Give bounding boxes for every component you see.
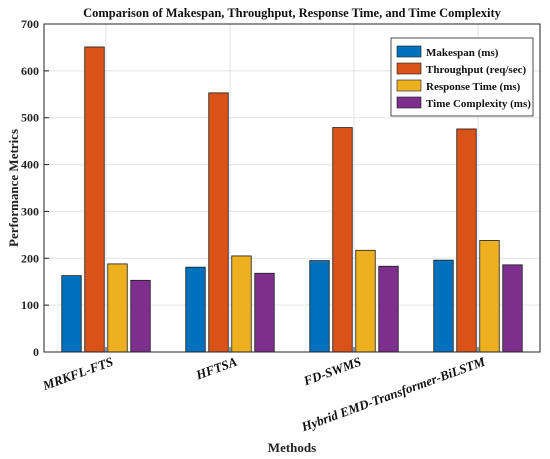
- legend: Makespan (ms) Throughput (req/sec) Respons…: [390, 37, 534, 117]
- plot-frame: [43, 23, 541, 353]
- y-tick-label-3: 300: [21, 204, 39, 218]
- legend-swatch-2: [396, 79, 422, 92]
- bar-fd-swms-series-1: [332, 127, 353, 353]
- bar-mrkfl-fts-series-2: [107, 263, 128, 353]
- x-tick-label-0: MRKFL-FTS: [40, 354, 115, 394]
- bar-hybrid-emd-transformer-bilstm-series-0: [433, 259, 454, 353]
- legend-label-2: Response Time (ms): [426, 81, 521, 93]
- bar-hftsa-series-0: [185, 266, 206, 353]
- bar-mrkfl-fts-series-3: [130, 279, 151, 353]
- y-axis-ticks: 0 100 200 300 400 500 600 700: [21, 17, 49, 359]
- bar-fd-swms-series-0: [309, 260, 330, 353]
- bar-hftsa-series-3: [254, 272, 275, 353]
- bar-hftsa-series-1: [208, 92, 229, 353]
- bar-hftsa-series-2: [231, 255, 252, 353]
- bar-fd-swms-series-3: [378, 265, 399, 353]
- y-tick-label-6: 600: [21, 64, 39, 78]
- bars: [61, 46, 523, 353]
- legend-swatch-3: [396, 96, 422, 109]
- y-tick-label-5: 500: [21, 111, 39, 125]
- chart-title: Comparison of Makespan, Throughput, Resp…: [83, 6, 502, 20]
- y-tick-label-4: 400: [21, 158, 39, 172]
- legend-label-0: Makespan (ms): [426, 47, 499, 59]
- legend-label-1: Throughput (req/sec): [426, 64, 526, 76]
- y-tick-label-2: 200: [21, 251, 39, 265]
- bar-hybrid-emd-transformer-bilstm-series-3: [502, 264, 523, 353]
- y-tick-label-7: 700: [21, 17, 39, 31]
- bar-hybrid-emd-transformer-bilstm-series-1: [456, 128, 477, 353]
- bar-fd-swms-series-2: [355, 249, 376, 353]
- y-tick-label-1: 100: [21, 298, 39, 312]
- x-tick-label-1: HFTSA: [193, 354, 239, 383]
- x-axis-label: Methods: [268, 440, 316, 455]
- x-tick-label-2: FD-SWMS: [301, 354, 363, 389]
- bar-mrkfl-fts-series-0: [61, 275, 82, 353]
- legend-swatch-0: [396, 45, 422, 58]
- y-axis-label: Performance Metrics: [6, 129, 21, 247]
- y-tick-label-0: 0: [33, 345, 39, 359]
- bar-mrkfl-fts-series-1: [84, 46, 105, 353]
- legend-label-3: Time Complexity (ms): [426, 98, 531, 110]
- bar-hybrid-emd-transformer-bilstm-series-2: [479, 240, 500, 353]
- legend-swatch-1: [396, 62, 422, 75]
